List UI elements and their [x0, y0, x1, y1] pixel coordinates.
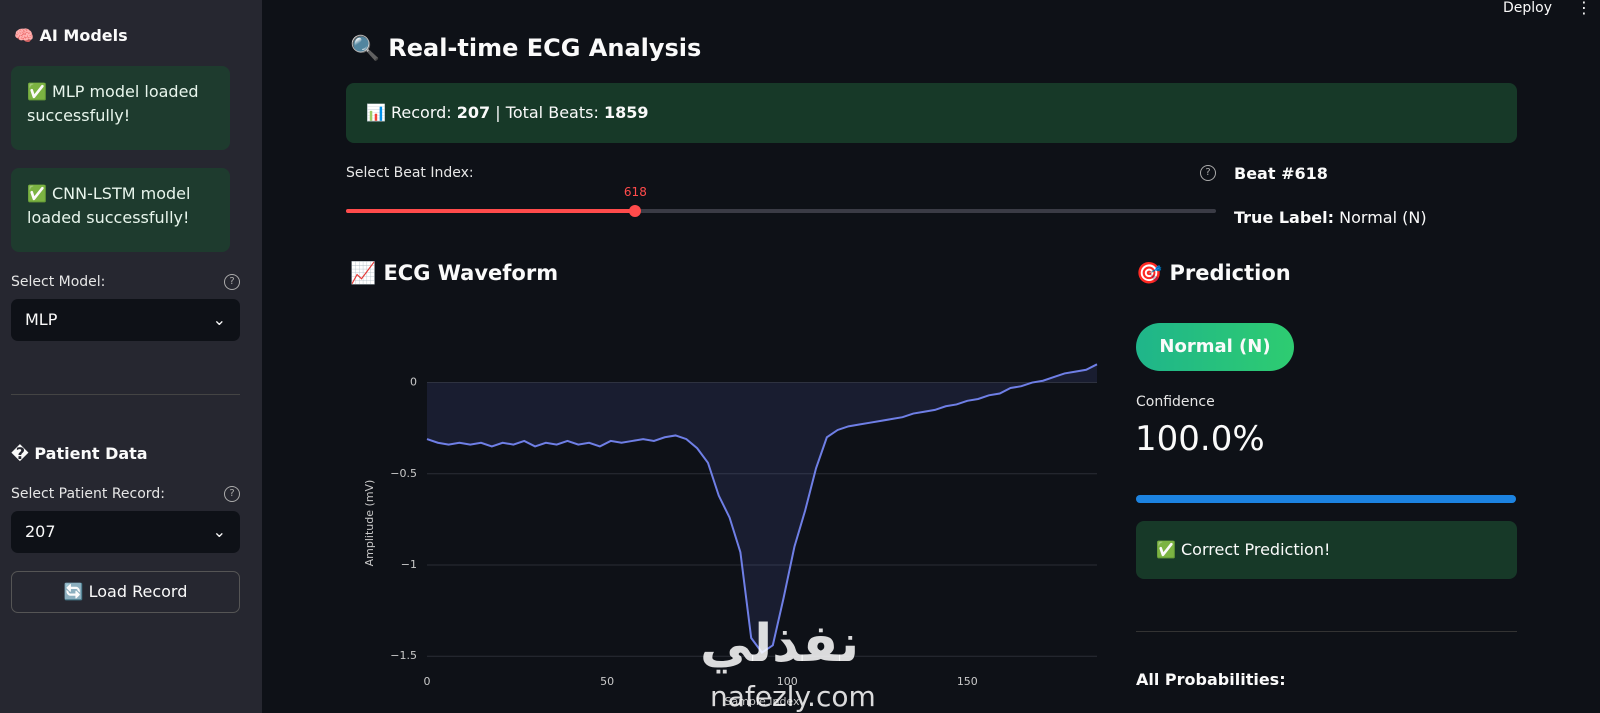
- menu-button[interactable]: ⋮: [1576, 0, 1592, 17]
- success-alert: ✅ CNN-LSTM model loaded successfully!: [11, 168, 230, 252]
- model-select-label: Select Model:: [11, 274, 106, 290]
- confidence-label: Confidence: [1136, 394, 1215, 410]
- load-button[interactable]: 🔄 Load Record: [11, 571, 240, 613]
- slider-thumb: [629, 205, 642, 217]
- model-select[interactable]: MLP ⌄: [11, 299, 240, 341]
- record-number: 207: [456, 103, 491, 122]
- record-select-label: Select Patient Record:: [11, 486, 165, 502]
- beats-label: | Total Beats:: [495, 103, 599, 122]
- y-axis-title: Amplitude (mV): [363, 480, 376, 567]
- waveform-title: 📈 ECG Waveform: [350, 261, 559, 285]
- y-tick-label: −1: [401, 558, 417, 571]
- slider-label: Select Beat Index:: [346, 165, 474, 181]
- help-icon[interactable]: ?: [1200, 165, 1216, 181]
- page-title: 🔍 Real-time ECG Analysis: [350, 34, 702, 62]
- x-tick-label: 150: [957, 675, 978, 688]
- ecg-line: [426, 363, 1098, 654]
- help-icon[interactable]: ?: [224, 486, 240, 502]
- probabilities-title: All Probabilities:: [1136, 670, 1286, 689]
- watermark: nafezly.com: [710, 680, 876, 713]
- divider: [11, 394, 240, 395]
- info-box: 📊 Record: 207 | Total Beats: 1859: [346, 83, 1517, 143]
- confidence-value: 100.0%: [1135, 419, 1265, 459]
- watermark: نفذلي: [700, 614, 860, 674]
- beat-title: Beat #618: [1234, 164, 1328, 183]
- patient-title: � Patient Data: [11, 444, 148, 463]
- area-fill: [427, 364, 1097, 653]
- y-tick-label: −0.5: [390, 467, 417, 480]
- dropdown-arrow: ⌄: [212, 522, 226, 541]
- true-label-label: True Label:: [1234, 208, 1335, 227]
- divider: [1136, 631, 1517, 632]
- confidence-track: [1136, 495, 1516, 503]
- dropdown-arrow: ⌄: [212, 310, 226, 329]
- confidence-bar: [1136, 495, 1516, 503]
- result-box: ✅ Correct Prediction!: [1136, 521, 1517, 579]
- y-tick-label: −1.5: [390, 649, 417, 662]
- x-tick-label: 0: [424, 675, 431, 688]
- prediction-badge: Normal (N): [1136, 323, 1294, 371]
- deploy-button[interactable]: Deploy: [1503, 0, 1553, 16]
- slider-fill: [346, 209, 636, 213]
- help-icon[interactable]: ?: [224, 274, 240, 290]
- sidebar: 🧠 AI Models ✅ MLP model loaded successfu…: [0, 0, 262, 713]
- sidebar-title: 🧠 AI Models: [14, 26, 128, 45]
- success-alert: ✅ MLP model loaded successfully!: [11, 66, 230, 150]
- record-label: 📊 Record:: [366, 103, 452, 122]
- true-label-value: Normal (N): [1339, 208, 1427, 227]
- beats-number: 1859: [603, 103, 649, 122]
- slider-track: [346, 209, 1216, 213]
- x-axis-title: Sample Index: [724, 695, 800, 708]
- record-select-value: 207: [25, 522, 56, 541]
- x-tick-label: 50: [600, 675, 614, 688]
- ecg-chart: 0 −0.5 −1 −1.5 0 50 100 150 Amplitude (mV) Sample…: [363, 363, 1098, 708]
- record-select[interactable]: 207 ⌄: [11, 511, 240, 553]
- slider-value: 618: [623, 185, 647, 199]
- true-label: True Label: Normal (N): [1234, 208, 1427, 227]
- slider[interactable]: 618: [346, 185, 1216, 225]
- y-tick-label: 0: [410, 376, 417, 389]
- x-tick-label: 100: [777, 675, 798, 688]
- prediction-title: 🎯 Prediction: [1136, 261, 1291, 285]
- model-select-value: MLP: [25, 310, 58, 329]
